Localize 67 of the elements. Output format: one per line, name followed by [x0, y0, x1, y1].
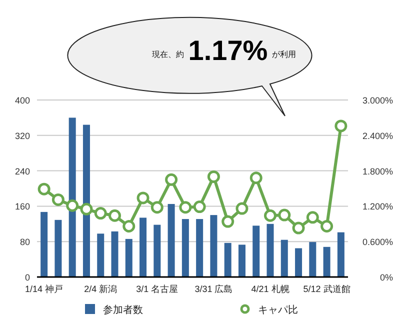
bar	[196, 219, 204, 277]
bar	[323, 246, 330, 277]
bar	[224, 242, 232, 277]
x-tick-label: 3/31 広島	[194, 284, 233, 294]
y2-tick-label: 1.800%	[362, 166, 393, 176]
point	[165, 173, 178, 186]
y2-tick-label: 3.000%	[362, 96, 393, 106]
bar	[111, 231, 118, 277]
point	[108, 209, 121, 222]
bar	[252, 226, 260, 277]
bar	[40, 212, 48, 277]
bar	[82, 124, 90, 277]
y2-tick-label: 0.600%	[362, 237, 393, 248]
point	[306, 211, 319, 224]
point	[94, 207, 107, 220]
point	[38, 182, 50, 196]
y2-tick-label: 2.400%	[362, 130, 393, 141]
point	[136, 192, 150, 204]
bar	[182, 219, 189, 277]
x-tick-label: 3/1 名古屋	[136, 284, 178, 294]
x-tick-label: 5/12 武道館	[303, 284, 350, 294]
legend-label: 参加者数	[103, 304, 143, 316]
text: 1.17%	[188, 35, 268, 66]
point	[193, 200, 206, 214]
x-tick-label: 1/14 神戸	[25, 284, 64, 294]
point	[207, 170, 220, 183]
bar	[337, 232, 344, 277]
bar	[238, 244, 246, 277]
bar	[266, 224, 274, 277]
bar	[280, 240, 288, 277]
point	[236, 202, 248, 215]
point	[179, 201, 192, 214]
y-tick-label: 400	[14, 96, 30, 106]
point	[80, 202, 93, 216]
bar	[125, 238, 132, 277]
bar	[154, 224, 161, 277]
point	[66, 199, 79, 212]
y-tick-label: 160	[14, 202, 30, 212]
text: 現在、約	[152, 50, 184, 59]
y-tick-label: 80	[20, 237, 30, 248]
y2-tick-label: 0%	[380, 272, 393, 282]
y2-tick-label: 1.200%	[362, 202, 393, 212]
bar	[68, 118, 76, 277]
bar	[97, 234, 104, 277]
text: が利用	[272, 50, 296, 59]
point	[278, 208, 291, 222]
point	[334, 120, 348, 132]
point	[264, 209, 276, 222]
point	[150, 201, 164, 214]
x-tick-label: 4/21 札幌	[251, 284, 290, 294]
bar	[295, 248, 302, 277]
bar	[210, 215, 218, 277]
y-tick-label: 0	[24, 272, 30, 282]
x-tick-label: 2/4 新潟	[84, 284, 118, 294]
point	[250, 172, 262, 184]
bar	[168, 204, 175, 277]
legend-label: キャパ比	[258, 304, 298, 316]
y-tick-label: 320	[14, 130, 30, 141]
point	[292, 222, 305, 234]
point	[320, 220, 334, 233]
point	[222, 215, 234, 228]
bar	[140, 218, 147, 277]
point	[52, 193, 64, 206]
bar	[54, 220, 62, 277]
bar	[309, 242, 316, 277]
point	[122, 220, 136, 233]
y-tick-label: 240	[14, 166, 30, 176]
